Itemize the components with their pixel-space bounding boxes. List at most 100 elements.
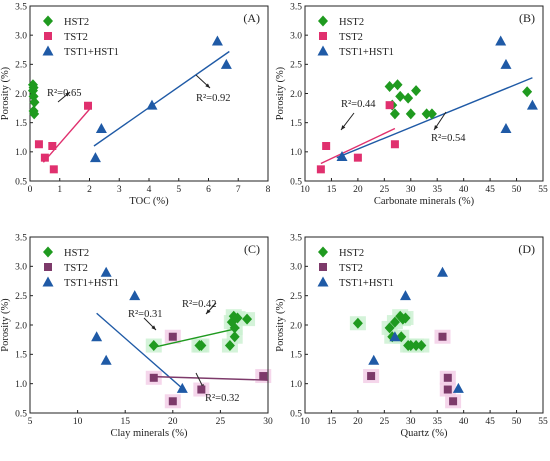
y-tick-label: 2.0 — [15, 90, 27, 100]
x-tick-label: 20 — [353, 417, 363, 427]
x-tick-label: 4 — [147, 185, 152, 195]
data-point-tst2 — [49, 165, 58, 174]
data-point-tst1-hst1 — [129, 290, 141, 301]
data-point-tst1-hst1 — [220, 58, 232, 69]
data-point-hst2 — [29, 96, 40, 108]
r-squared-label: R²=0.32 — [205, 393, 239, 404]
x-tick-label: 45 — [485, 185, 495, 195]
x-tick-label: 20 — [353, 185, 363, 195]
data-point-tst1-hst1 — [91, 331, 103, 342]
panel-label: (B) — [519, 11, 535, 25]
data-point-hst2 — [405, 340, 416, 352]
y-tick-label: 0.5 — [290, 409, 302, 419]
x-tick-label: 6 — [206, 185, 211, 195]
y-tick-label: 0.5 — [15, 177, 27, 187]
chart-panel-c: 5 10 15 20 25 30 0.5 1.0 1.5 2.0 2.5 3.0 3.5 Clay min… — [0, 233, 273, 439]
x-tick-label: 50 — [512, 417, 522, 427]
data-point-tst2 — [438, 332, 447, 341]
data-point-tst2 — [84, 101, 93, 110]
annotation-arrowhead — [65, 92, 70, 97]
legend-marker — [43, 15, 53, 27]
data-point-tst1-hst1 — [495, 35, 507, 46]
data-point-tst1-hst1 — [437, 266, 449, 277]
r-squared-label: R²=0.42 — [182, 299, 216, 310]
data-point-tst2 — [149, 373, 158, 382]
data-point-tst2 — [197, 385, 206, 394]
x-axis-label: Clay minerals (%) — [111, 428, 188, 439]
data-point-tst1-hst1 — [399, 290, 411, 301]
legend-marker — [318, 246, 328, 258]
legend-label: TST2 — [339, 32, 363, 43]
legend-label: TST2 — [64, 32, 88, 43]
chart-panel-b: 10 15 20 25 30 35 40 45 50 55 0.5 1.0 1.5 2.0 2.5 3.0 3.… — [275, 2, 548, 207]
x-tick-label: 10 — [300, 417, 310, 427]
annotation-arrowhead — [434, 125, 439, 130]
y-tick-label: 1.5 — [15, 351, 27, 361]
legend-marker — [318, 15, 328, 27]
data-point-hst2 — [148, 340, 159, 352]
data-point-tst1-hst1 — [452, 382, 464, 393]
data-point-tst2 — [48, 142, 57, 150]
y-tick-label: 0.5 — [290, 177, 302, 187]
data-point-hst2 — [400, 312, 411, 324]
x-tick-label: 15 — [327, 185, 337, 195]
chart-panel-d: 10 15 20 25 30 35 40 45 50 55 0.5 1.0 1.5 2.0 2.5 3.0 3.… — [275, 233, 548, 439]
legend-marker — [44, 32, 52, 40]
panel-label: (D) — [518, 242, 535, 256]
legend-marker — [44, 263, 52, 271]
annotation-arrowhead — [151, 325, 156, 330]
y-tick-label: 3.5 — [290, 233, 302, 243]
x-tick-label: 1 — [57, 185, 62, 195]
data-point-hst2 — [403, 92, 414, 104]
x-tick-label: 25 — [380, 185, 390, 195]
x-tick-label: 0 — [28, 185, 33, 195]
data-point-tst2 — [443, 373, 452, 382]
y-tick-label: 3.0 — [15, 31, 27, 41]
y-tick-label: 3.0 — [290, 31, 302, 41]
data-point-hst2 — [29, 108, 40, 120]
data-point-hst2 — [242, 313, 253, 325]
x-tick-label: 10 — [73, 417, 83, 427]
data-point-tst1-hst1 — [526, 99, 538, 110]
x-tick-label: 30 — [406, 185, 416, 195]
y-tick-label: 1.0 — [15, 380, 27, 390]
data-point-tst1-hst1 — [389, 331, 401, 342]
x-tick-label: 2 — [87, 185, 92, 195]
data-point-tst2 — [40, 153, 49, 162]
x-tick-label: 35 — [432, 185, 442, 195]
data-point-hst2 — [405, 108, 416, 120]
data-point-tst1-hst1 — [176, 382, 188, 393]
legend-label: TST1+HST1 — [339, 47, 394, 58]
y-tick-label: 2.0 — [290, 321, 302, 331]
y-axis-label: Porosity (%) — [0, 66, 11, 120]
fit-line — [153, 375, 269, 381]
r-squared-label: R²=0.44 — [341, 99, 376, 110]
x-tick-label: 25 — [380, 417, 390, 427]
x-tick-label: 50 — [512, 185, 522, 195]
x-tick-label: 3 — [117, 185, 122, 195]
legend-label: HST2 — [339, 17, 364, 28]
y-tick-label: 2.5 — [15, 292, 27, 302]
data-point-tst1-hst1 — [336, 151, 348, 161]
data-point-hst2 — [411, 340, 422, 352]
data-point-tst2 — [168, 332, 177, 341]
r-squared-label: R²=0.92 — [196, 93, 230, 104]
data-point-tst1-hst1 — [146, 99, 158, 110]
data-point-tst1-hst1 — [500, 123, 512, 133]
r-squared-label: R²=0.31 — [128, 309, 162, 320]
y-tick-label: 2.0 — [290, 90, 302, 100]
data-point-hst2 — [384, 322, 395, 334]
y-tick-label: 1.0 — [290, 380, 302, 390]
legend-label: HST2 — [339, 248, 364, 259]
legend-label: TST2 — [64, 263, 88, 274]
legend-marker — [319, 32, 327, 40]
data-point-tst2 — [259, 372, 268, 381]
data-point-tst1-hst1 — [100, 266, 112, 277]
legend-label: TST2 — [339, 263, 363, 274]
x-tick-label: 55 — [538, 417, 548, 427]
data-point-hst2 — [389, 108, 400, 120]
data-point-tst1-hst1 — [500, 58, 512, 69]
data-point-tst2 — [385, 101, 394, 110]
x-axis-label: TOC (%) — [129, 196, 169, 207]
